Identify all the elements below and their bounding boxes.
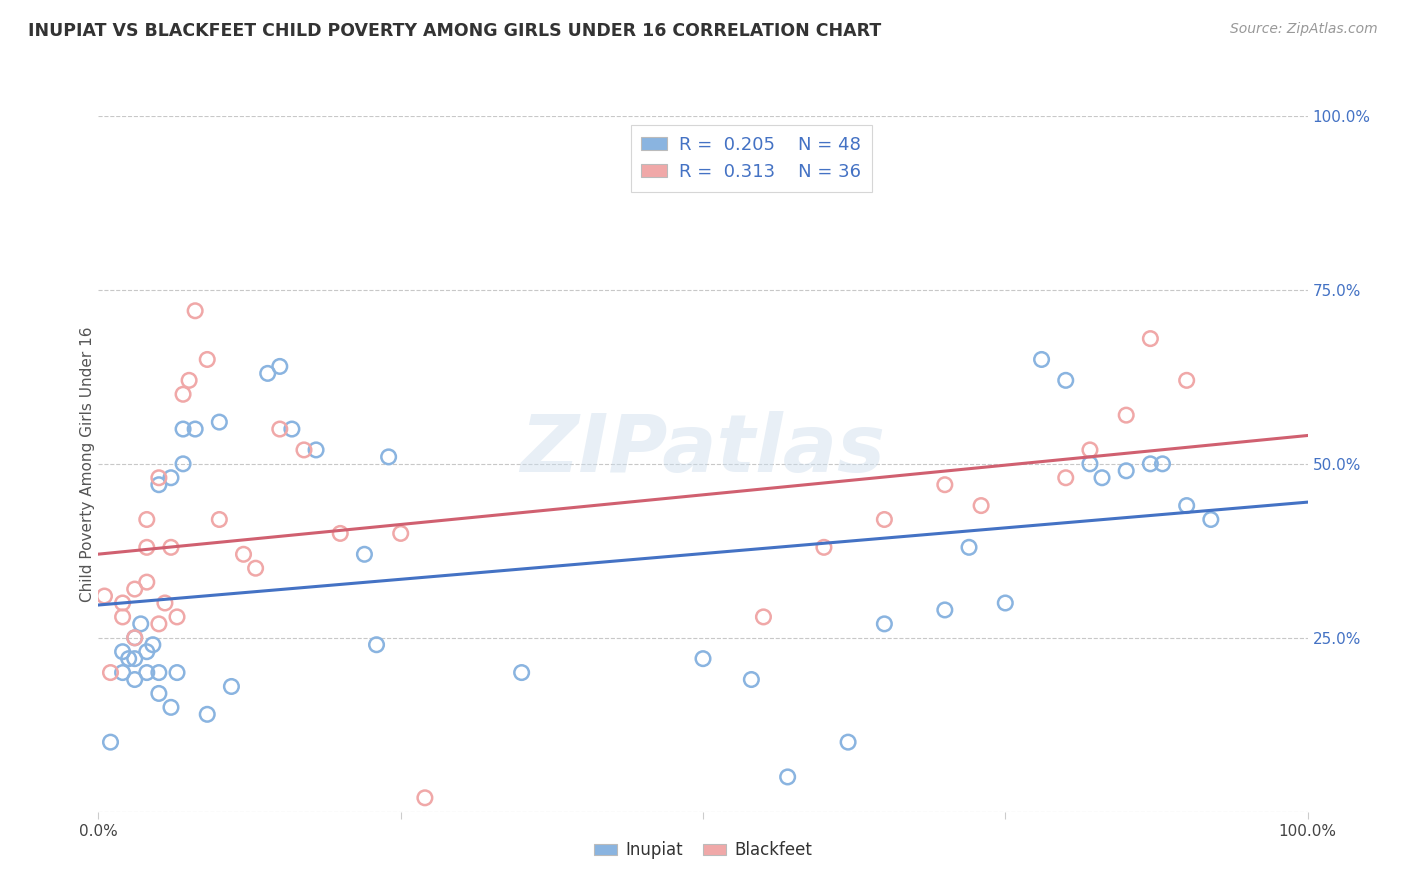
Point (776, 770, 799, 784)
Point (1139, 332, 1161, 346)
Point (873, 512, 896, 526)
Point (413, 790, 436, 805)
Point (934, 603, 956, 617)
Point (1152, 457, 1174, 471)
Point (135, 512, 157, 526)
Point (1091, 471, 1114, 485)
Point (389, 526, 412, 541)
Point (208, 512, 231, 526)
Point (1054, 373, 1077, 387)
Point (111, 596, 134, 610)
Point (269, 359, 291, 374)
Point (148, 686, 170, 700)
Point (329, 526, 352, 541)
Point (142, 638, 165, 652)
Point (1175, 499, 1198, 513)
Point (93, 589, 115, 603)
Point (111, 665, 134, 680)
Point (1054, 471, 1077, 485)
Point (873, 616, 896, 631)
Point (111, 645, 134, 659)
Point (1078, 442, 1101, 457)
Point (172, 387, 194, 401)
Point (148, 616, 170, 631)
Point (100, 735, 122, 749)
Legend: Inupiat, Blackfeet: Inupiat, Blackfeet (586, 835, 820, 866)
Point (153, 596, 176, 610)
Point (934, 477, 956, 491)
Point (281, 422, 304, 436)
Point (1031, 352, 1053, 367)
Point (1078, 457, 1101, 471)
Point (256, 367, 278, 381)
Point (245, 561, 267, 575)
Point (100, 665, 122, 680)
Point (148, 665, 170, 680)
Point (221, 680, 243, 694)
Point (366, 638, 388, 652)
Point (1139, 457, 1161, 471)
Y-axis label: Child Poverty Among Girls Under 16: Child Poverty Among Girls Under 16 (80, 326, 94, 601)
Text: Source: ZipAtlas.com: Source: ZipAtlas.com (1230, 22, 1378, 37)
Point (118, 651, 141, 665)
Point (160, 471, 183, 485)
Point (292, 442, 315, 457)
Point (353, 547, 375, 561)
Point (1115, 464, 1137, 478)
Point (837, 735, 859, 749)
Point (970, 499, 993, 513)
Point (752, 610, 775, 624)
Point (1175, 373, 1198, 387)
Point (135, 645, 157, 659)
Point (305, 442, 328, 457)
Point (124, 631, 146, 645)
Point (1199, 512, 1222, 526)
Text: INUPIAT VS BLACKFEET CHILD POVERTY AMONG GIRLS UNDER 16 CORRELATION CHART: INUPIAT VS BLACKFEET CHILD POVERTY AMONG… (28, 22, 882, 40)
Point (232, 547, 254, 561)
Point (135, 575, 157, 590)
Point (111, 610, 134, 624)
Point (184, 303, 207, 318)
Point (160, 541, 183, 555)
Point (957, 541, 980, 555)
Point (377, 450, 399, 464)
Point (124, 582, 146, 596)
Point (148, 477, 170, 491)
Point (195, 352, 218, 367)
Point (184, 422, 207, 436)
Point (135, 665, 157, 680)
Point (994, 596, 1017, 610)
Point (269, 422, 291, 436)
Point (148, 471, 170, 485)
Point (208, 415, 231, 429)
Point (124, 651, 146, 665)
Point (740, 673, 762, 687)
Point (166, 665, 188, 680)
Point (510, 665, 533, 680)
Point (166, 610, 188, 624)
Point (172, 422, 194, 436)
Point (813, 541, 835, 555)
Point (692, 651, 714, 665)
Point (160, 700, 183, 714)
Text: ZIPatlas: ZIPatlas (520, 411, 886, 489)
Point (135, 541, 157, 555)
Point (179, 373, 201, 387)
Point (129, 616, 152, 631)
Point (124, 631, 146, 645)
Point (172, 457, 194, 471)
Point (195, 707, 218, 722)
Point (124, 673, 146, 687)
Point (1115, 408, 1137, 422)
